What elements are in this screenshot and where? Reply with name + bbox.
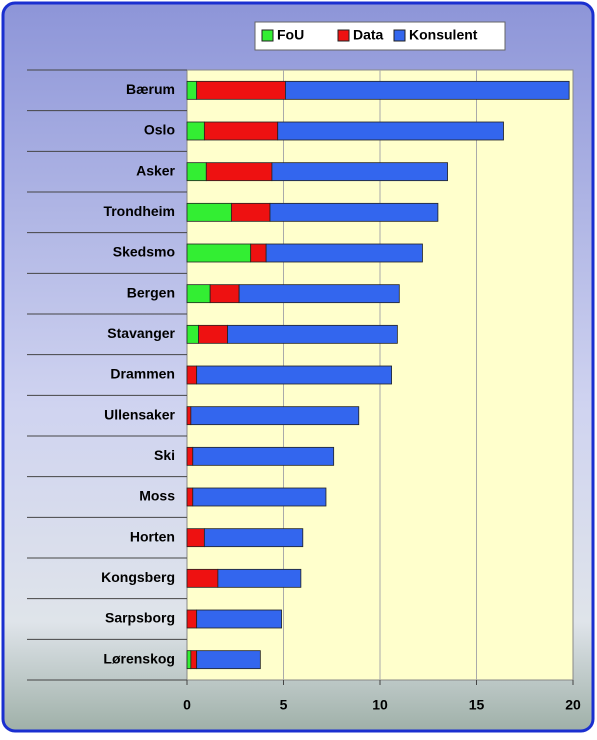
- bar-segment: [203, 528, 304, 548]
- bar-segment: [265, 243, 423, 263]
- bar-segment: [196, 80, 286, 100]
- bar-segment: [190, 650, 198, 670]
- x-tick-label: 20: [565, 697, 581, 713]
- bar-segment: [198, 324, 228, 344]
- bar-segment: [203, 121, 279, 141]
- y-tick-label: Kongsberg: [101, 569, 175, 585]
- legend-swatch: [337, 29, 350, 42]
- bar-segment: [196, 609, 282, 629]
- bar-segment: [186, 568, 219, 588]
- bar-segment: [250, 243, 267, 263]
- bar-segment: [186, 609, 198, 629]
- bar-segment: [186, 80, 198, 100]
- bar-segment: [190, 406, 360, 426]
- legend-label: Data: [353, 27, 384, 43]
- bar-segment: [186, 487, 194, 507]
- y-tick-label: Lørenskog: [103, 650, 175, 666]
- y-tick-label: Horten: [130, 528, 175, 544]
- bar-segment: [227, 324, 398, 344]
- bar-segment: [186, 243, 252, 263]
- bar-segment: [186, 162, 207, 182]
- bar-segment: [192, 446, 335, 466]
- y-tick-label: Bergen: [127, 284, 175, 300]
- bar-segment: [196, 650, 261, 670]
- bar-segment: [186, 121, 205, 141]
- bar-segment: [186, 284, 211, 304]
- x-tick-label: 0: [183, 697, 191, 713]
- legend-label: Konsulent: [409, 27, 478, 43]
- bar-segment: [271, 162, 448, 182]
- bar-segment: [186, 446, 194, 466]
- bar-segment: [217, 568, 302, 588]
- bar-segment: [230, 202, 271, 222]
- y-tick-label: Sarpsborg: [105, 610, 175, 626]
- y-tick-label: Ski: [154, 447, 175, 463]
- bar-segment: [285, 80, 570, 100]
- y-tick-label: Oslo: [144, 122, 175, 138]
- y-tick-label: Stavanger: [107, 325, 175, 341]
- x-tick-label: 5: [280, 697, 288, 713]
- bar-segment: [277, 121, 504, 141]
- y-tick-label: Drammen: [110, 366, 175, 382]
- x-tick-label: 10: [372, 697, 388, 713]
- bar-segment: [192, 487, 327, 507]
- y-tick-label: Asker: [136, 162, 175, 178]
- x-tick-label: 15: [469, 697, 485, 713]
- legend-label: FoU: [277, 27, 304, 43]
- y-tick-label: Ullensaker: [104, 406, 175, 422]
- y-tick-label: Skedsmo: [113, 244, 175, 260]
- bar-segment: [186, 324, 199, 344]
- bar-segment: [186, 528, 205, 548]
- bar-segment: [205, 162, 273, 182]
- bar-segment: [186, 650, 192, 670]
- legend-swatch: [393, 29, 406, 42]
- bar-segment: [196, 365, 392, 385]
- y-tick-label: Moss: [139, 488, 175, 504]
- y-tick-label: Bærum: [126, 81, 175, 97]
- bar-segment: [186, 406, 192, 426]
- y-tick-label: Trondheim: [103, 203, 175, 219]
- legend-box: [254, 21, 506, 51]
- bar-segment: [209, 284, 240, 304]
- bar-segment: [269, 202, 439, 222]
- bar-segment: [186, 202, 232, 222]
- bar-segment: [186, 365, 198, 385]
- legend-swatch: [261, 29, 274, 42]
- bar-segment: [238, 284, 400, 304]
